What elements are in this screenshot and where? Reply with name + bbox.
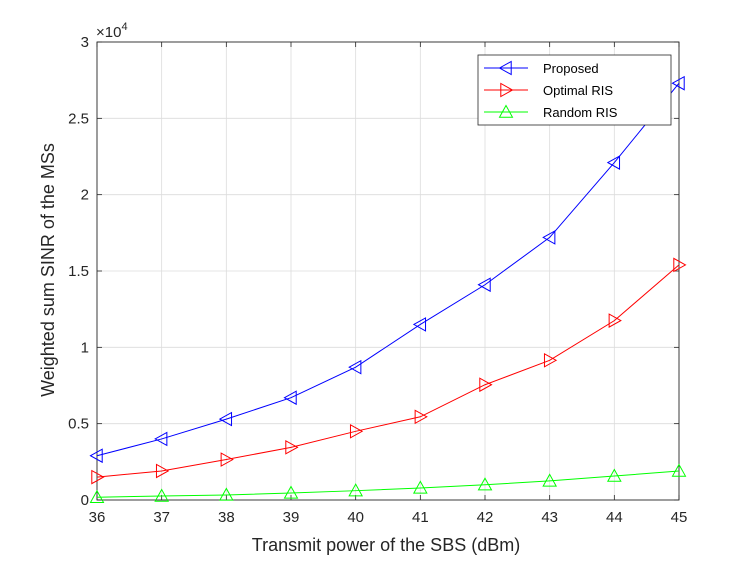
series-line-optimal-ris (96, 264, 680, 478)
data-point-proposed (477, 277, 491, 293)
data-point-optimal-ris (414, 409, 428, 425)
data-point-random-ris (218, 487, 234, 501)
x-axis-label: Transmit power of the SBS (dBm) (252, 535, 520, 555)
legend-marker-optimal-ris (500, 82, 514, 98)
series-random-ris (89, 463, 687, 503)
x-tick-label: 37 (153, 509, 170, 526)
y-tick-labels: 0 0.5 1 1.5 2 2.5 3 (68, 34, 89, 509)
data-point-random-ris (542, 473, 558, 487)
data-point-optimal-ris (608, 313, 622, 328)
data-point-proposed (606, 155, 621, 170)
data-point-optimal-ris (543, 352, 558, 368)
y-tick-label: 2.5 (68, 110, 89, 127)
data-point-proposed (154, 431, 168, 447)
data-point-random-ris (412, 480, 428, 494)
x-tick-label: 44 (606, 509, 623, 526)
axes (96, 41, 680, 501)
data-point-optimal-ris (220, 452, 234, 467)
y-axis-multiplier: ×104 (96, 21, 128, 41)
data-point-proposed (542, 230, 556, 245)
plot-frame (96, 41, 680, 501)
y-axis-multiplier-exponent: 4 (121, 21, 127, 33)
series-proposed (89, 75, 685, 464)
y-tick-label: 3 (81, 34, 89, 51)
x-tick-label: 36 (89, 509, 106, 526)
data-point-optimal-ris (673, 257, 687, 273)
x-tick-label: 39 (283, 509, 300, 526)
data-point-random-ris (89, 489, 105, 503)
data-point-random-ris (348, 483, 364, 497)
data-point-optimal-ris (285, 439, 299, 455)
y-tick-label: 1 (81, 339, 89, 356)
x-tick-label: 41 (412, 509, 429, 526)
x-tick-label: 40 (347, 509, 364, 526)
series-line-proposed (96, 82, 680, 457)
y-axis-label: Weighted sum SINR of the MSs (38, 143, 58, 397)
data-point-random-ris (477, 477, 493, 491)
data-point-optimal-ris (349, 423, 364, 439)
data-point-proposed (89, 448, 103, 464)
data-point-random-ris (606, 468, 622, 482)
data-point-optimal-ris (155, 463, 170, 479)
legend-label-random-ris: Random RIS (543, 105, 618, 120)
legend-marker-random-ris (498, 104, 514, 118)
data-point-random-ris (671, 463, 687, 477)
series-layer (89, 75, 687, 503)
x-tick-label: 43 (541, 509, 558, 526)
y-tick-label: 0.5 (68, 416, 89, 433)
data-point-proposed (671, 75, 685, 91)
legend-marker-proposed (498, 60, 512, 76)
legend: Proposed Optimal RIS Random RIS (477, 54, 672, 126)
data-point-proposed (283, 390, 297, 406)
y-tick-label: 0 (81, 492, 89, 509)
data-point-optimal-ris (91, 469, 105, 485)
data-point-optimal-ris (479, 377, 493, 393)
x-tick-label: 45 (671, 509, 688, 526)
legend-label-optimal-ris: Optimal RIS (543, 83, 613, 98)
data-point-random-ris (283, 485, 299, 499)
y-tick-label: 1.5 (68, 263, 89, 280)
y-tick-label: 2 (81, 187, 89, 204)
x-tick-label: 38 (218, 509, 235, 526)
x-tick-label: 42 (477, 509, 494, 526)
data-point-random-ris (154, 488, 170, 502)
y-axis-multiplier-base: ×10 (96, 24, 121, 41)
data-point-proposed (412, 317, 427, 332)
data-point-proposed (348, 359, 362, 375)
legend-label-proposed: Proposed (543, 61, 599, 76)
series-line-random-ris (96, 470, 680, 498)
data-point-proposed (218, 411, 233, 427)
series-optimal-ris (91, 257, 687, 485)
x-tick-labels: 36 37 38 39 40 41 42 43 44 45 (89, 509, 688, 526)
